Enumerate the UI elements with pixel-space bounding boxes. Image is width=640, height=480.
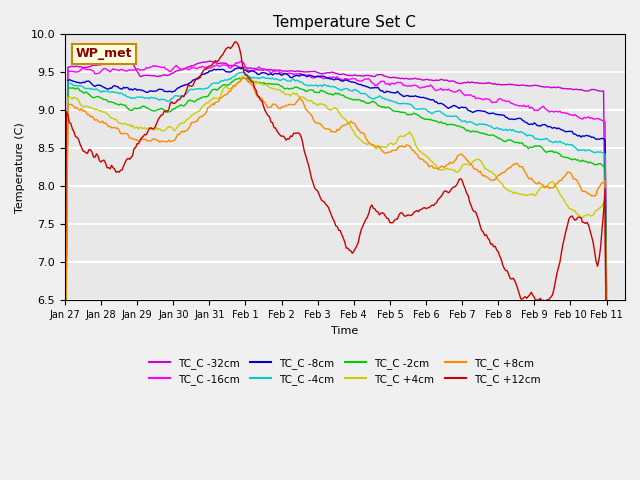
TC_C +8cm [538,181,546,187]
TC_C -32cm [111,54,118,60]
Text: WP_met: WP_met [76,47,132,60]
Line: TC_C -2cm: TC_C -2cm [65,78,607,442]
TC_C -2cm [76,88,84,94]
TC_C +12cm [162,109,170,115]
TC_C -2cm [162,108,170,113]
TC_C +8cm [401,144,409,150]
Line: TC_C -32cm: TC_C -32cm [65,57,607,372]
TC_C -2cm [61,439,68,444]
TC_C -2cm [389,108,397,114]
Line: TC_C -8cm: TC_C -8cm [65,68,607,438]
TC_C -2cm [538,144,546,150]
Line: TC_C -4cm: TC_C -4cm [65,72,607,438]
TC_C -32cm [538,84,546,90]
TC_C -16cm [389,80,397,86]
TC_C +4cm [371,144,379,150]
TC_C -32cm [76,64,84,70]
TC_C +12cm [76,141,84,147]
TC_C +12cm [603,381,611,387]
TC_C -2cm [371,99,379,105]
X-axis label: Time: Time [331,325,358,336]
TC_C +8cm [61,448,68,454]
TC_C -2cm [243,75,251,81]
Line: TC_C -16cm: TC_C -16cm [65,61,607,432]
TC_C -32cm [603,370,611,375]
TC_C -16cm [401,83,409,88]
TC_C -4cm [538,136,546,142]
TC_C +8cm [76,108,84,113]
Title: Temperature Set C: Temperature Set C [273,15,416,30]
TC_C -8cm [76,80,84,86]
TC_C +8cm [371,144,379,149]
Line: TC_C +12cm: TC_C +12cm [65,42,607,384]
Legend: TC_C -32cm, TC_C -16cm, TC_C -8cm, TC_C -4cm, TC_C -2cm, TC_C +4cm, TC_C +8cm, T: TC_C -32cm, TC_C -16cm, TC_C -8cm, TC_C … [145,353,545,389]
TC_C +4cm [61,443,68,449]
TC_C -32cm [401,76,409,82]
TC_C -4cm [389,98,397,104]
TC_C +8cm [239,75,246,81]
TC_C +4cm [401,132,409,138]
Line: TC_C +8cm: TC_C +8cm [65,78,607,451]
TC_C -16cm [76,68,84,73]
TC_C -8cm [401,93,409,99]
TC_C +4cm [162,127,170,132]
TC_C -2cm [603,323,611,329]
TC_C -8cm [61,435,68,441]
TC_C +8cm [162,139,170,144]
TC_C -16cm [371,83,379,88]
TC_C -4cm [162,97,170,103]
TC_C +12cm [401,214,409,219]
TC_C -4cm [239,69,246,75]
TC_C +4cm [389,142,397,147]
TC_C -16cm [237,59,244,64]
TC_C +12cm [389,220,397,226]
TC_C -32cm [163,72,171,78]
Y-axis label: Temperature (C): Temperature (C) [15,122,25,213]
TC_C -16cm [61,430,68,435]
TC_C -32cm [61,356,68,361]
TC_C -8cm [371,84,379,90]
TC_C +12cm [231,39,239,45]
TC_C -2cm [401,110,409,116]
TC_C +12cm [538,298,546,304]
TC_C -4cm [61,435,68,441]
Line: TC_C +4cm: TC_C +4cm [65,76,607,446]
TC_C -8cm [538,122,546,128]
TC_C +12cm [61,333,68,339]
TC_C -16cm [603,288,611,293]
TC_C +4cm [76,101,84,107]
TC_C -8cm [162,89,170,95]
TC_C -8cm [239,65,246,71]
TC_C -32cm [389,74,397,80]
TC_C +4cm [239,73,246,79]
TC_C -4cm [401,101,409,107]
TC_C +8cm [603,330,611,336]
TC_C +4cm [603,347,611,352]
TC_C -4cm [76,83,84,88]
TC_C +8cm [389,147,397,153]
TC_C -16cm [538,104,546,110]
TC_C -4cm [603,312,611,318]
TC_C +12cm [371,206,379,212]
TC_C +4cm [538,184,546,190]
TC_C -8cm [389,90,397,96]
TC_C -32cm [371,74,379,80]
TC_C -16cm [162,66,170,72]
TC_C -4cm [371,96,379,101]
TC_C -8cm [603,301,611,307]
